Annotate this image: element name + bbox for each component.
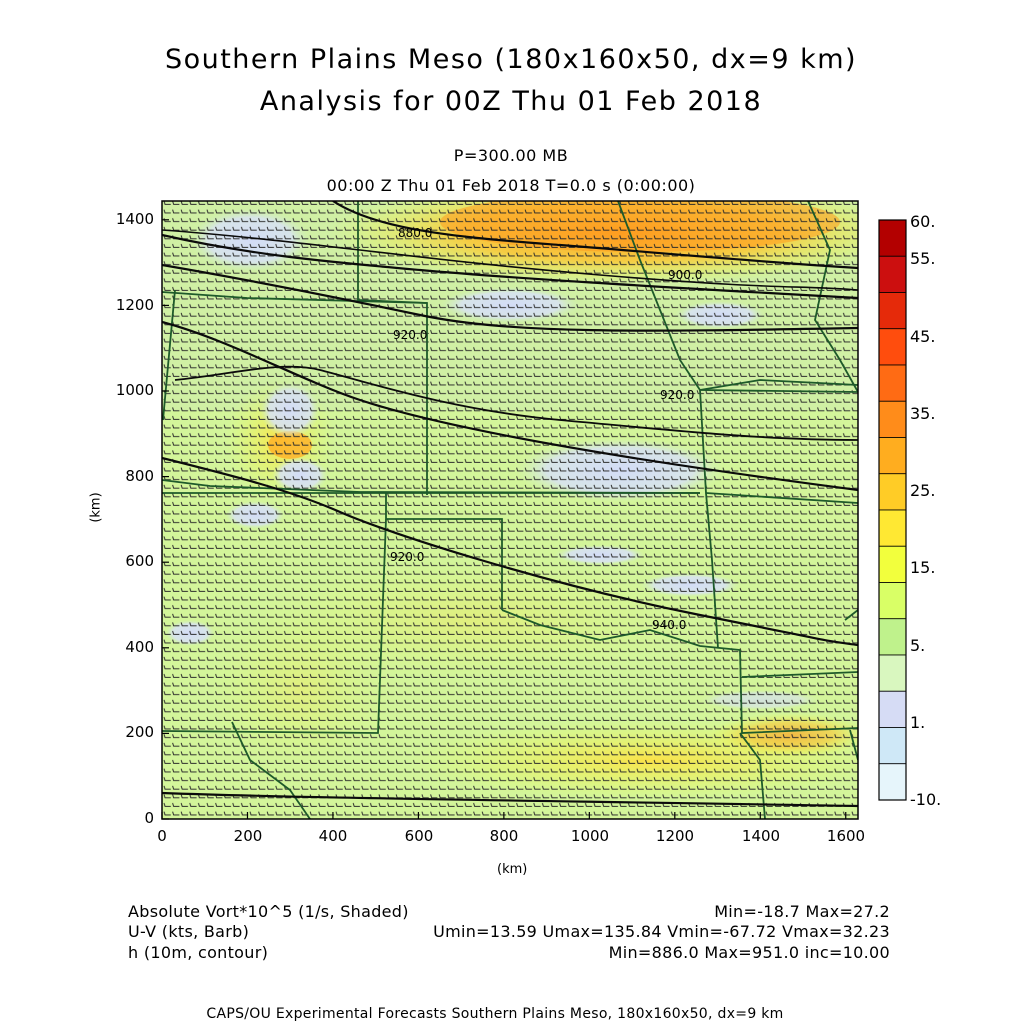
axis-ticks <box>161 219 847 820</box>
contour-label: 940.0 <box>652 618 687 632</box>
field-name-wind: U-V (kts, Barb) <box>128 922 250 941</box>
valid-time: 00:00 Z Thu 01 Feb 2018 T=0.0 s (0:00:00… <box>326 176 696 195</box>
state-boundaries <box>162 201 858 819</box>
pressure-level: P=300.00 MB <box>453 146 569 165</box>
colorbar-swatch <box>878 727 907 765</box>
y-tick-label: 400 <box>125 638 154 656</box>
contour-label: 900.0 <box>668 268 703 282</box>
colorbar-label: -10. <box>910 790 942 809</box>
colorbar-frame <box>878 219 907 801</box>
colorbar-swatch <box>878 400 907 438</box>
x-tick-label: 400 <box>318 827 348 845</box>
colorbar-swatch <box>878 545 907 583</box>
field-name-vorticity: Absolute Vort*10^5 (1/s, Shaded) <box>128 902 409 921</box>
y-tick-label: 200 <box>125 723 154 741</box>
colorbar-label: 1. <box>910 713 926 732</box>
field-stats-height: Min=886.0 Max=951.0 inc=10.00 <box>608 943 890 962</box>
y-tick-label: 1400 <box>115 210 154 228</box>
field-stats-wind: Umin=13.59 Umax=135.84 Vmin=-67.72 Vmax=… <box>433 922 890 941</box>
x-axis-label: (km) <box>497 862 528 877</box>
x-tick-label: 800 <box>489 827 519 845</box>
colorbar-label: 5. <box>910 636 926 655</box>
x-tick-label: 1600 <box>826 827 866 845</box>
wind-barbs <box>162 201 858 819</box>
y-tick-label: 1200 <box>115 296 154 314</box>
colorbar-swatch <box>878 582 907 620</box>
colorbar-label: 15. <box>910 558 936 577</box>
y-axis-label: (km) <box>88 492 104 523</box>
colorbar-swatch <box>878 509 907 547</box>
colorbar-boxes <box>878 219 907 801</box>
colorbar-label: 55. <box>910 249 936 268</box>
contour-label: 920.0 <box>393 328 428 342</box>
colorbar-swatch <box>878 219 907 257</box>
colorbar-swatch <box>878 255 907 293</box>
credit-line: CAPS/OU Experimental Forecasts Southern … <box>206 1006 784 1022</box>
chart-title: Southern Plains Meso (180x160x50, dx=9 k… <box>164 44 858 75</box>
contour-label: 920.0 <box>390 550 425 564</box>
x-tick-label: 1200 <box>655 827 695 845</box>
contour-label: 920.0 <box>660 388 695 402</box>
field-stats-vorticity: Min=-18.7 Max=27.2 <box>714 902 890 921</box>
colorbar-swatch <box>878 690 907 728</box>
plot-frame <box>161 200 859 820</box>
colorbar-swatch <box>878 618 907 656</box>
x-tick-label: 0 <box>157 827 167 845</box>
x-tick-label: 600 <box>404 827 434 845</box>
colorbar-label: 35. <box>910 404 936 423</box>
contour-label: 880.0 <box>398 226 433 240</box>
colorbar-swatch <box>878 763 907 801</box>
x-tick-label: 1400 <box>741 827 781 845</box>
height-contours <box>162 201 858 808</box>
colorbar-swatch <box>878 654 907 692</box>
colorbar-swatch <box>878 328 907 366</box>
colorbar-label: 60. <box>910 212 936 231</box>
x-tick-label: 1000 <box>570 827 610 845</box>
y-tick-label: 600 <box>125 552 154 570</box>
colorbar-swatch <box>878 292 907 330</box>
shaded-vorticity-field <box>162 201 858 819</box>
colorbar-swatch <box>878 437 907 475</box>
colorbar-swatch <box>878 364 907 402</box>
colorbar-swatch <box>878 473 907 511</box>
field-name-height: h (10m, contour) <box>128 943 269 962</box>
chart-subtitle: Analysis for 00Z Thu 01 Feb 2018 <box>259 86 763 117</box>
colorbar-label: 45. <box>910 327 936 346</box>
y-tick-label: 1000 <box>115 381 154 399</box>
y-tick-label: 0 <box>144 809 154 827</box>
y-tick-label: 800 <box>125 467 154 485</box>
colorbar-label: 25. <box>910 481 936 500</box>
x-tick-label: 200 <box>233 827 263 845</box>
